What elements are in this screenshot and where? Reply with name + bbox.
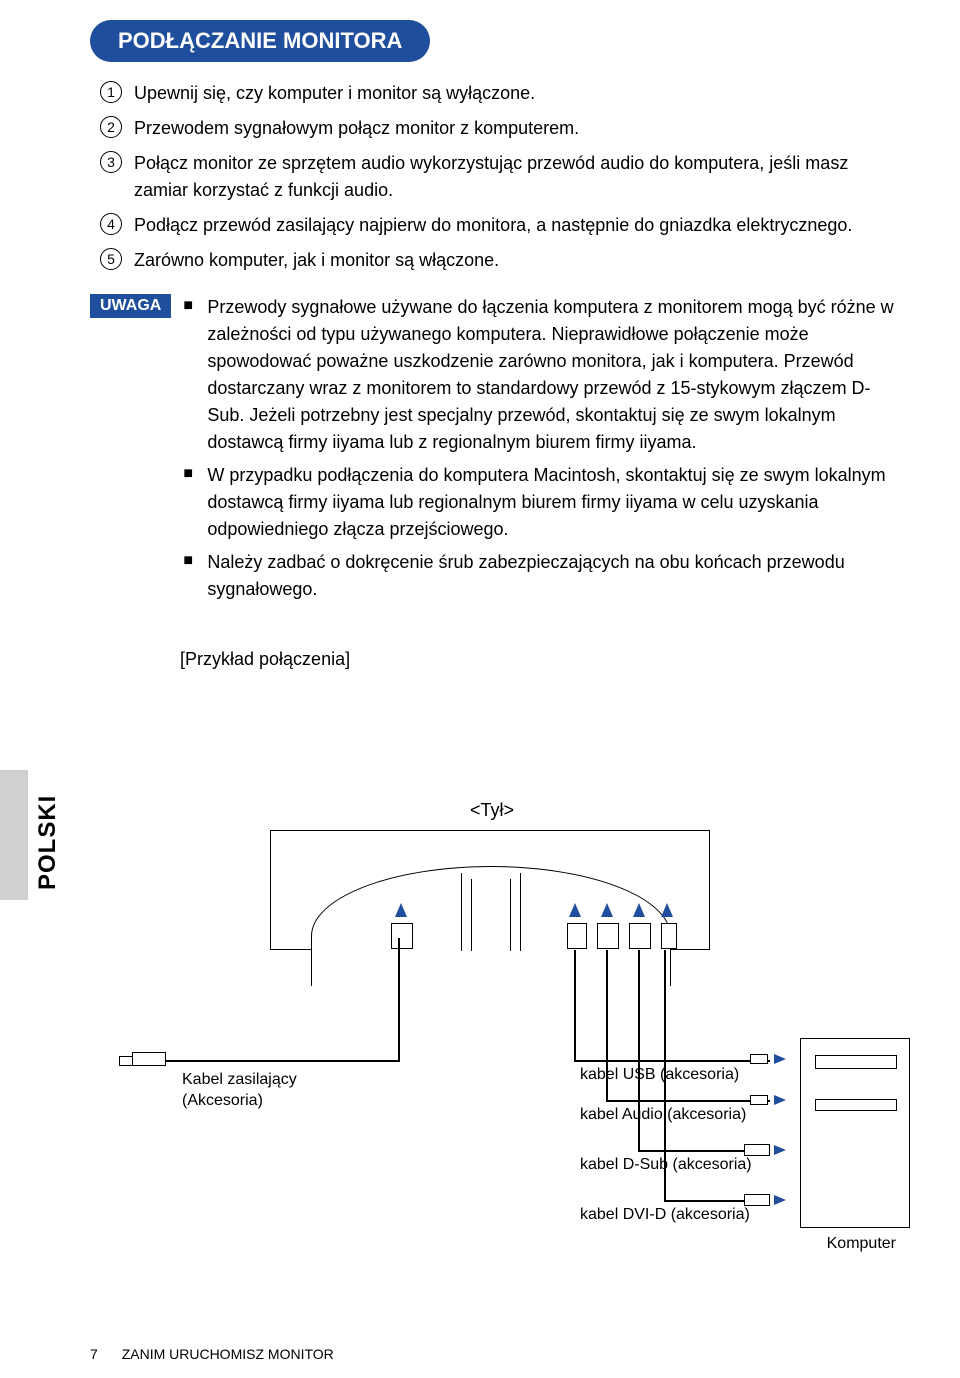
rear-label: <Tył> bbox=[470, 800, 514, 821]
port-icon bbox=[597, 923, 619, 949]
arrow-up-icon bbox=[601, 903, 613, 917]
step-text-3: Połącz monitor ze sprzętem audio wykorzy… bbox=[134, 153, 848, 200]
port-icon bbox=[567, 923, 587, 949]
power-cable-label: Kabel zasilający (Akcesoria) bbox=[182, 1070, 297, 1112]
arrow-up-icon bbox=[569, 903, 581, 917]
step-text-4: Podłącz przewód zasilający najpierw do m… bbox=[134, 215, 852, 235]
page-number: 7 bbox=[90, 1346, 98, 1362]
port-icon bbox=[391, 923, 413, 949]
monitor-back-icon bbox=[270, 830, 710, 950]
step-num-4: 4 bbox=[100, 213, 122, 235]
arrow-right-icon bbox=[774, 1145, 786, 1155]
notice-3: Należy zadbać o dokręcenie śrub zabezpie… bbox=[183, 549, 900, 603]
arrow-up-icon bbox=[633, 903, 645, 917]
monitor-stand-inner-icon bbox=[471, 879, 511, 951]
notice-badge: UWAGA bbox=[90, 294, 171, 318]
port-icon bbox=[629, 923, 651, 949]
step-num-2: 2 bbox=[100, 116, 122, 138]
audio-cable-label: kabel Audio (akcesoria) bbox=[580, 1106, 746, 1124]
step-text-2: Przewodem sygnałowym połącz monitor z ko… bbox=[134, 118, 579, 138]
step-3: 3 Połącz monitor ze sprzętem audio wykorz… bbox=[100, 150, 900, 204]
cable-icon bbox=[574, 1060, 770, 1062]
notice-1: Przewody sygnałowe używane do łączenia k… bbox=[183, 294, 900, 456]
dvid-cable-label: kabel DVI-D (akcesoria) bbox=[580, 1206, 750, 1224]
language-label: POLSKI bbox=[34, 795, 62, 890]
example-heading: [Przykład połączenia] bbox=[180, 649, 900, 670]
drive-slot-icon bbox=[815, 1099, 897, 1111]
cable-icon bbox=[574, 950, 576, 1060]
cable-icon bbox=[606, 1100, 770, 1102]
cable-icon bbox=[166, 1060, 400, 1062]
step-1: 1 Upewnij się, czy komputer i monitor są … bbox=[100, 80, 900, 107]
connection-diagram: <Tył> Kabel zasilający (Akcesoria) kabel… bbox=[150, 820, 910, 1250]
step-num-3: 3 bbox=[100, 151, 122, 173]
arrow-right-icon bbox=[774, 1195, 786, 1205]
connector-icon bbox=[750, 1054, 768, 1064]
cable-icon bbox=[398, 938, 400, 1062]
arrow-up-icon bbox=[661, 903, 673, 917]
step-4: 4 Podłącz przewód zasilający najpierw do … bbox=[100, 212, 900, 239]
arrow-right-icon bbox=[774, 1054, 786, 1064]
language-tab bbox=[0, 770, 28, 900]
step-5: 5 Zarówno komputer, jak i monitor są włąc… bbox=[100, 247, 900, 274]
footer-section: ZANIM URUCHOMISZ MONITOR bbox=[122, 1346, 334, 1362]
step-2: 2 Przewodem sygnałowym połącz monitor z k… bbox=[100, 115, 900, 142]
step-num-1: 1 bbox=[100, 81, 122, 103]
step-text-1: Upewnij się, czy komputer i monitor są w… bbox=[134, 83, 535, 103]
arrow-up-icon bbox=[395, 903, 407, 917]
connector-icon bbox=[744, 1194, 770, 1206]
power-plug-icon bbox=[132, 1052, 166, 1066]
notice-list: Przewody sygnałowe używane do łączenia k… bbox=[183, 294, 900, 609]
connector-icon bbox=[744, 1144, 770, 1156]
computer-icon bbox=[800, 1038, 910, 1228]
connector-icon bbox=[750, 1095, 768, 1105]
section-title: PODŁĄCZANIE MONITORA bbox=[90, 20, 430, 62]
step-num-5: 5 bbox=[100, 248, 122, 270]
computer-label: Komputer bbox=[827, 1235, 896, 1253]
drive-slot-icon bbox=[815, 1055, 897, 1069]
steps-list: 1 Upewnij się, czy komputer i monitor są … bbox=[100, 80, 900, 274]
notice-block: UWAGA Przewody sygnałowe używane do łącz… bbox=[90, 294, 900, 609]
step-text-5: Zarówno komputer, jak i monitor są włącz… bbox=[134, 250, 499, 270]
usb-cable-label: kabel USB (akcesoria) bbox=[580, 1066, 739, 1084]
dsub-cable-label: kabel D-Sub (akcesoria) bbox=[580, 1156, 752, 1174]
port-icon bbox=[661, 923, 677, 949]
notice-2: W przypadku podłączenia do komputera Mac… bbox=[183, 462, 900, 543]
page-footer: 7 ZANIM URUCHOMISZ MONITOR bbox=[90, 1346, 334, 1362]
arrow-right-icon bbox=[774, 1095, 786, 1105]
